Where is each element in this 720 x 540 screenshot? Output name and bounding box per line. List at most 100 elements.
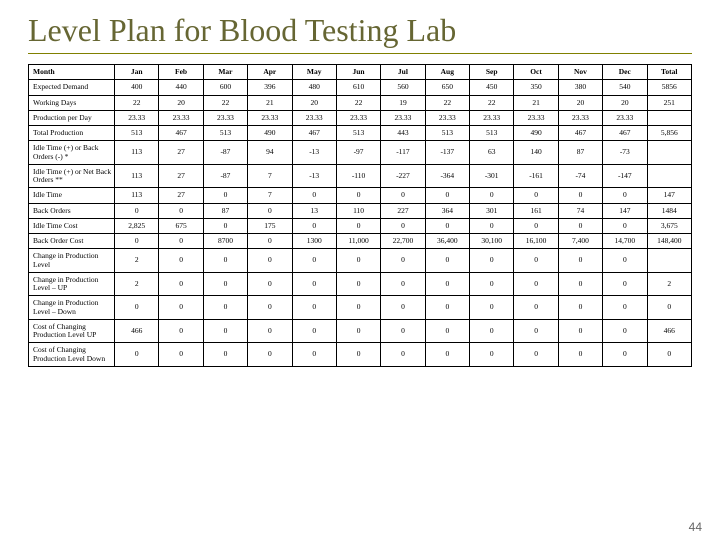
cell: 0 — [425, 272, 469, 296]
cell: -87 — [203, 164, 247, 188]
col-header: Jun — [336, 65, 380, 80]
cell: 11,000 — [336, 234, 380, 249]
cell: 22 — [336, 95, 380, 110]
cell: 0 — [514, 249, 558, 273]
cell: 513 — [470, 126, 514, 141]
cell: 0 — [381, 319, 425, 343]
cell: 7,400 — [558, 234, 602, 249]
cell: 147 — [647, 188, 692, 203]
cell: 513 — [115, 126, 159, 141]
cell: 0 — [115, 296, 159, 320]
cell: 0 — [248, 249, 292, 273]
cell: 0 — [292, 249, 336, 273]
cell: 467 — [603, 126, 647, 141]
cell: 0 — [159, 249, 203, 273]
cell: 1484 — [647, 203, 692, 218]
table-row: Expected Demand4004406003964806105606504… — [29, 80, 692, 95]
cell: 20 — [159, 95, 203, 110]
cell: 440 — [159, 80, 203, 95]
cell: 0 — [248, 203, 292, 218]
cell: -74 — [558, 164, 602, 188]
row-label: Back Order Cost — [29, 234, 115, 249]
cell: 0 — [603, 249, 647, 273]
cell: 0 — [203, 218, 247, 233]
cell: 0 — [470, 343, 514, 367]
cell: 0 — [248, 296, 292, 320]
cell: 0 — [381, 272, 425, 296]
cell — [647, 249, 692, 273]
cell — [647, 164, 692, 188]
cell: 22 — [470, 95, 514, 110]
cell: 22 — [115, 95, 159, 110]
cell: 0 — [159, 296, 203, 320]
cell: -301 — [470, 164, 514, 188]
row-label: Change in Production Level – Down — [29, 296, 115, 320]
row-label: Production per Day — [29, 110, 115, 125]
cell: 540 — [603, 80, 647, 95]
cell: 467 — [558, 126, 602, 141]
row-label: Cost of Changing Production Level Down — [29, 343, 115, 367]
cell: 0 — [115, 203, 159, 218]
col-header: Oct — [514, 65, 558, 80]
cell: 63 — [470, 141, 514, 165]
cell: 27 — [159, 188, 203, 203]
cell: 0 — [336, 272, 380, 296]
cell: 0 — [514, 296, 558, 320]
cell: 0 — [425, 319, 469, 343]
cell: 21 — [514, 95, 558, 110]
cell: 600 — [203, 80, 247, 95]
row-label: Total Production — [29, 126, 115, 141]
cell: 23.33 — [425, 110, 469, 125]
row-label: Idle Time Cost — [29, 218, 115, 233]
cell: 23.33 — [336, 110, 380, 125]
cell: 0 — [292, 296, 336, 320]
cell: 2 — [115, 249, 159, 273]
cell: 5856 — [647, 80, 692, 95]
cell: 675 — [159, 218, 203, 233]
cell: 364 — [425, 203, 469, 218]
cell: 22,700 — [381, 234, 425, 249]
cell: 0 — [647, 296, 692, 320]
col-header: Total — [647, 65, 692, 80]
cell: 251 — [647, 95, 692, 110]
title-underline — [28, 53, 692, 54]
cell: 74 — [558, 203, 602, 218]
cell: 23.33 — [248, 110, 292, 125]
col-header: Apr — [248, 65, 292, 80]
cell: 466 — [115, 319, 159, 343]
col-header-rowlabel: Month — [29, 65, 115, 80]
cell: 0 — [470, 218, 514, 233]
row-label: Back Orders — [29, 203, 115, 218]
cell: 7 — [248, 188, 292, 203]
row-label: Idle Time (+) or Back Orders (-) * — [29, 141, 115, 165]
cell: 23.33 — [558, 110, 602, 125]
cell: 0 — [425, 296, 469, 320]
cell: 7 — [248, 164, 292, 188]
cell: 0 — [115, 234, 159, 249]
cell: 0 — [514, 218, 558, 233]
cell: 467 — [292, 126, 336, 141]
cell: 301 — [470, 203, 514, 218]
cell: 16,100 — [514, 234, 558, 249]
page-title: Level Plan for Blood Testing Lab — [28, 12, 692, 49]
col-header: Dec — [603, 65, 647, 80]
table-row: Idle Time Cost2,8256750175000000003,675 — [29, 218, 692, 233]
cell: 0 — [159, 343, 203, 367]
cell: 0 — [603, 296, 647, 320]
cell: 110 — [336, 203, 380, 218]
cell: 0 — [381, 249, 425, 273]
cell: 0 — [514, 188, 558, 203]
cell: 23.33 — [381, 110, 425, 125]
cell: 0 — [203, 319, 247, 343]
row-label: Change in Production Level — [29, 249, 115, 273]
cell: 0 — [425, 188, 469, 203]
cell: 513 — [336, 126, 380, 141]
col-header: Aug — [425, 65, 469, 80]
table-row: Production per Day23.3323.3323.3323.3323… — [29, 110, 692, 125]
cell: 0 — [292, 218, 336, 233]
cell: 480 — [292, 80, 336, 95]
cell: 14,700 — [603, 234, 647, 249]
cell: 2 — [647, 272, 692, 296]
table-row: Change in Production Level – UP200000000… — [29, 272, 692, 296]
cell: 466 — [647, 319, 692, 343]
